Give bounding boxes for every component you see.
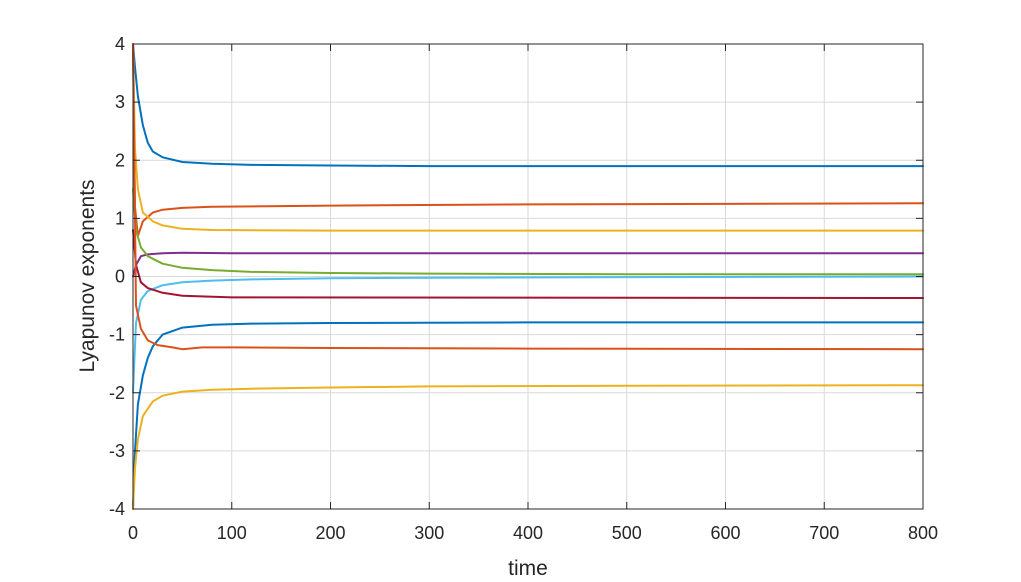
x-tick-label: 400 [513, 523, 543, 543]
series-line-8 [132, 321, 924, 510]
axis-ticks [132, 43, 924, 510]
x-axis-label: time [508, 557, 548, 580]
series-line-7 [132, 229, 924, 299]
x-tick-label: 800 [908, 523, 938, 543]
y-tick-label: -2 [109, 383, 125, 403]
series-line-10 [132, 384, 924, 510]
x-tick-label: 300 [414, 523, 444, 543]
series-line-3 [132, 43, 924, 232]
x-tick-label: 0 [128, 523, 138, 543]
series-line-1 [132, 43, 924, 168]
y-tick-label: 3 [115, 92, 125, 112]
tick-labels: 0 100 200 300 400 500 600 700 800 4 3 2 1 0 -1 -2 -3 -4 [109, 34, 938, 543]
series-lines [132, 43, 924, 510]
series-line-5 [132, 188, 924, 276]
series-line-9 [132, 43, 924, 351]
x-tick-label: 600 [710, 523, 740, 543]
x-tick-label: 700 [809, 523, 839, 543]
y-tick-label: -3 [109, 441, 125, 461]
y-tick-label: -4 [109, 499, 125, 519]
y-axis-label: Lyapunov exponents [76, 179, 99, 372]
x-tick-label: 200 [315, 523, 345, 543]
series-line-6 [132, 275, 924, 394]
y-tick-label: 2 [115, 150, 125, 170]
y-tick-label: 4 [115, 34, 125, 54]
y-tick-label: 0 [115, 267, 125, 287]
y-tick-label: 1 [115, 208, 125, 228]
x-tick-label: 500 [612, 523, 642, 543]
x-tick-label: 100 [217, 523, 247, 543]
y-tick-label: -1 [109, 325, 125, 345]
series-line-2 [132, 43, 924, 237]
